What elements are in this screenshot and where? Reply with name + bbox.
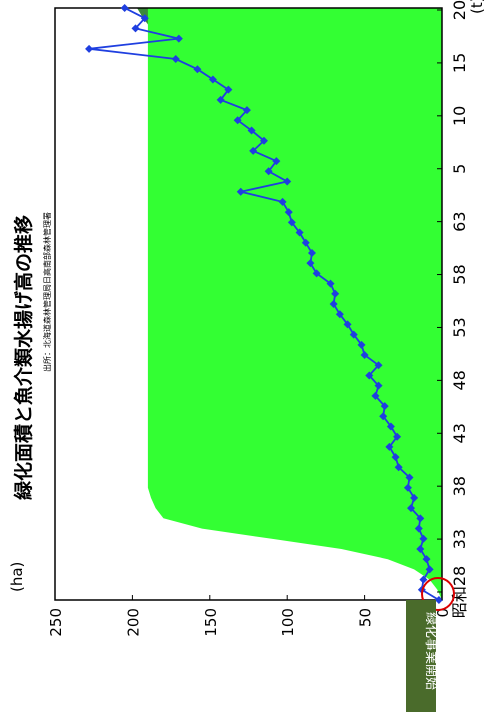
line-point xyxy=(140,14,149,23)
line-point xyxy=(335,310,344,319)
line-point xyxy=(416,544,425,553)
right-axis-ticks: 20 15 10 5 63 58 53 48 43 38 33 昭和28 xyxy=(437,0,469,618)
left-axis-ticks: 250 200 150 100 50 0 xyxy=(47,595,452,637)
line-point xyxy=(386,422,395,431)
right-tick-label: 5 xyxy=(450,164,469,174)
line-point xyxy=(425,565,434,574)
start-marker-label: 緑化事業開始 xyxy=(423,612,439,690)
line-point xyxy=(410,493,419,502)
left-unit-label: (ha) xyxy=(8,562,26,592)
line-point xyxy=(131,24,140,33)
right-tick-label: 10 xyxy=(450,106,469,126)
left-tick-label: 200 xyxy=(124,608,142,637)
line-point xyxy=(242,106,251,115)
right-tick-label: 53 xyxy=(450,317,469,337)
line-point xyxy=(264,167,273,176)
right-tick-label: 43 xyxy=(450,423,469,443)
line-point xyxy=(360,351,369,360)
start-marker-circle xyxy=(421,577,455,611)
line-point xyxy=(357,340,366,349)
area-series-2 xyxy=(147,8,442,600)
right-tick-label: 58 xyxy=(450,264,469,284)
line-point xyxy=(365,371,374,380)
line-point xyxy=(224,85,233,94)
line-point xyxy=(349,330,358,339)
chart-source: 出所：北海道森林管理局日高南部森林管理署 xyxy=(42,212,52,372)
line-point xyxy=(236,187,245,196)
right-tick-label: 48 xyxy=(450,370,469,390)
line-point xyxy=(312,269,321,278)
left-tick-label: 100 xyxy=(279,608,297,637)
left-tick-label: 0 xyxy=(434,608,452,618)
line-point xyxy=(379,412,388,421)
line-point xyxy=(394,463,403,472)
line-point xyxy=(326,279,335,288)
line-point xyxy=(385,442,394,451)
left-tick-label: 50 xyxy=(357,608,375,627)
line-point xyxy=(329,300,338,308)
line-point xyxy=(174,34,183,43)
line-point xyxy=(284,208,293,217)
line-point xyxy=(419,575,428,584)
right-tick-label: 63 xyxy=(450,211,469,231)
line-point xyxy=(331,289,340,298)
plot-frame xyxy=(54,7,443,601)
line-point xyxy=(371,391,380,400)
area-series-group xyxy=(137,8,442,600)
line-point xyxy=(391,453,400,462)
right-tick-label: 15 xyxy=(450,53,469,73)
line-point xyxy=(414,524,423,533)
line-point xyxy=(422,555,431,564)
line-point xyxy=(247,126,256,135)
chart-title: 緑化面積と魚介類水揚げ高の推移 xyxy=(12,215,35,500)
line-point xyxy=(85,44,94,53)
line-point xyxy=(374,381,383,390)
line-point xyxy=(287,218,296,227)
line-point xyxy=(193,65,202,74)
line-point xyxy=(393,432,402,441)
line-point xyxy=(295,228,304,237)
line-point xyxy=(306,259,315,268)
line-point xyxy=(403,483,412,492)
line-point xyxy=(434,596,443,604)
right-tick-label: 20 xyxy=(450,0,469,20)
line-point xyxy=(208,75,217,84)
line-point xyxy=(419,534,428,543)
line-point xyxy=(407,504,416,513)
line-point xyxy=(120,4,129,12)
line-point xyxy=(301,238,310,247)
right-tick-label: 38 xyxy=(450,476,469,496)
right-tick-label: 33 xyxy=(450,529,469,549)
line-point xyxy=(272,157,281,166)
line-series-group xyxy=(85,4,443,604)
line-point xyxy=(307,248,316,257)
right-unit-label: (t) xyxy=(468,0,486,14)
left-tick-label: 150 xyxy=(202,608,220,637)
line-point xyxy=(233,116,242,125)
line-point xyxy=(278,197,287,206)
line-point xyxy=(416,514,425,523)
right-tick-label: 昭和28 xyxy=(450,566,469,618)
line-point xyxy=(374,361,383,370)
line-point xyxy=(283,177,292,186)
line-point xyxy=(380,402,389,411)
line-point xyxy=(259,136,268,145)
line-point xyxy=(171,55,180,64)
line-point xyxy=(216,95,225,104)
left-tick-label: 250 xyxy=(47,608,65,637)
line-point xyxy=(249,146,258,155)
line-point xyxy=(343,320,352,329)
start-marker-box xyxy=(406,600,436,712)
line-point xyxy=(405,473,414,482)
